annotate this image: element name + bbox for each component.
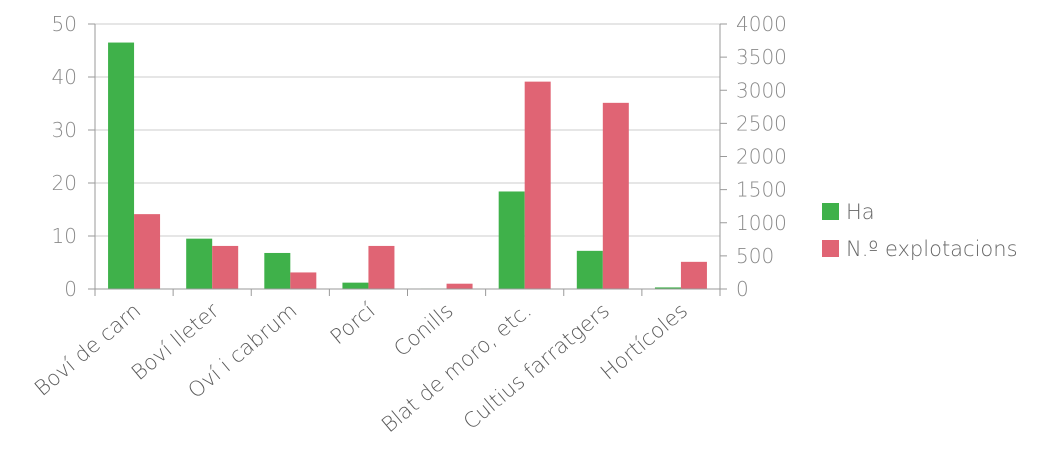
category-label-5: Blat de moro, etc.: [377, 298, 536, 437]
bar-ha-2: [264, 252, 291, 289]
bar-explotacions-2: [290, 272, 317, 289]
right-tick-label-3: 1500: [736, 178, 787, 202]
right-tick-label-8: 4000: [736, 12, 787, 36]
category-label-4: Conills: [389, 298, 457, 361]
left-tick-label-2: 20: [52, 171, 77, 195]
bar-explotacions-7: [680, 261, 707, 289]
bars: [108, 42, 707, 290]
legend-label-1: N.º explotacions: [846, 237, 1018, 261]
bar-ha-5: [498, 191, 525, 289]
legend-swatch-0: [822, 203, 839, 220]
bar-explotacions-4: [446, 283, 473, 289]
left-tick-label-4: 40: [52, 65, 77, 89]
bar-explotacions-1: [212, 245, 239, 289]
axes: [88, 23, 727, 296]
left-tick-label-3: 30: [52, 118, 77, 142]
bar-ha-3: [342, 282, 369, 289]
legend: Ha N.º explotacions: [822, 200, 1018, 261]
bar-ha-0: [108, 42, 135, 289]
category-label-0: Boví de carn: [30, 298, 145, 400]
bar-ha-6: [576, 250, 603, 289]
legend-swatch-1: [822, 240, 839, 257]
bar-explotacions-0: [134, 214, 161, 289]
bar-explotacions-5: [524, 81, 551, 289]
category-label-6: Cultius farratgers: [459, 298, 614, 434]
right-tick-label-5: 2500: [736, 111, 787, 135]
left-tick-label-1: 10: [52, 224, 77, 248]
left-tick-label-0: 0: [64, 277, 77, 301]
category-label-3: Porcí: [326, 298, 380, 349]
legend-label-0: Ha: [846, 200, 875, 224]
bar-ha-1: [186, 238, 213, 289]
left-axis-ticks: 0 10 20 30 40 50: [52, 12, 77, 301]
right-tick-label-6: 3000: [736, 78, 787, 102]
right-tick-label-1: 500: [736, 244, 774, 268]
left-tick-label-5: 50: [52, 12, 77, 36]
bar-ha-7: [654, 287, 681, 289]
bar-explotacions-6: [602, 102, 629, 290]
right-tick-label-4: 2000: [736, 145, 787, 169]
right-axis-ticks: 0 500 1000 1500 2000 2500 3000 3500 4000: [736, 12, 787, 301]
category-label-7: Hortícoles: [596, 298, 692, 384]
right-tick-label-0: 0: [736, 277, 749, 301]
bar-explotacions-3: [368, 245, 395, 289]
right-tick-label-2: 1000: [736, 211, 787, 235]
right-tick-label-7: 3500: [736, 45, 787, 69]
